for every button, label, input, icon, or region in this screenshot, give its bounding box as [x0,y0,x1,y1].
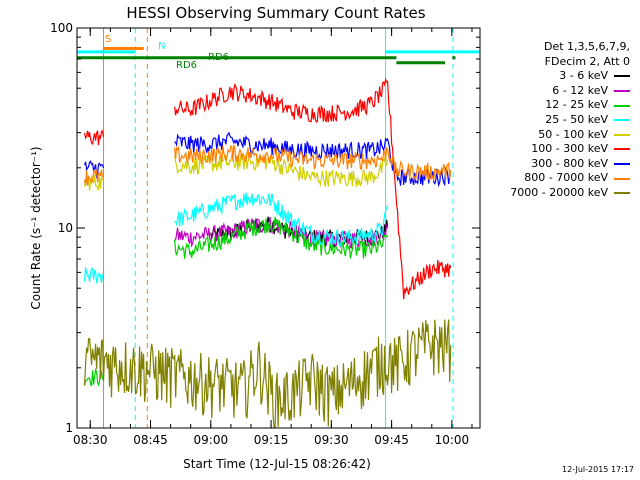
legend-swatch [614,148,630,151]
legend-item-5: 100 - 300 keV [478,142,630,157]
y-axis-label: Count Rate (s⁻¹ detector⁻¹) [29,146,43,309]
series-line-7-0 [84,169,104,186]
series-line-3-0 [84,267,104,284]
legend-swatch [614,163,630,166]
annotation-2: RD6 [176,60,197,71]
legend-swatch [614,75,630,78]
series-line-8-0 [84,319,452,428]
series-line-6-0 [84,160,105,179]
annotation-3: RD6 [208,52,229,63]
x-axis-label: Start Time (12-Jul-15 08:26:42) [183,457,371,471]
legend-label: 7000 - 20000 keV [510,185,608,199]
y-tick-label-0: 1 [65,421,73,435]
legend-swatch [614,192,630,195]
generated-timestamp: 12-Jul-2015 17:17 [561,465,634,474]
legend-item-8: 7000 - 20000 keV [478,186,630,201]
annotation-0: S [105,34,111,45]
y-tick-label-1: 10 [58,221,73,235]
legend-label: 50 - 100 keV [538,127,608,141]
series-line-7-1 [174,144,452,182]
legend-label: 300 - 800 keV [531,156,608,170]
legend-header-2: FDecim 2, Att 0 [544,54,630,68]
y-tick-label-2: 100 [50,21,73,35]
legend-header-1: Det 1,3,5,6,7,9, [543,40,630,53]
legend-label: 800 - 7000 keV [524,171,608,185]
legend-item-3: 25 - 50 keV [478,113,630,128]
legend-item-0: 3 - 6 keV [478,69,630,84]
legend-swatch [614,133,630,136]
legend-item-1: 6 - 12 keV [478,84,630,99]
x-tick-label-5: 09:45 [374,433,409,447]
plot-area: S N RD6 RD6 08:30 08:45 09:00 09:15 09:30 09:45 10… [50,21,481,447]
legend-swatch [614,104,630,107]
legend-label: 3 - 6 keV [559,69,608,83]
legend-label: 100 - 300 keV [531,142,608,156]
legend-label: 6 - 12 keV [552,83,608,97]
x-tick-label-1: 08:45 [133,433,168,447]
legend: Det 1,3,5,6,7,9, FDecim 2, Att 0 3 - 6 k… [478,40,630,201]
series-line-2-1 [174,216,389,259]
x-tick-label-4: 09:30 [314,433,349,447]
chart-title: HESSI Observing Summary Count Rates [126,4,425,22]
legend-item-4: 50 - 100 keV [478,128,630,143]
series-line-4-0 [84,174,105,191]
legend-item-2: 12 - 25 keV [478,98,630,113]
series-line-5-0 [84,129,105,146]
legend-label: 25 - 50 keV [545,112,608,126]
annotation-1: N [158,41,165,52]
legend-item-6: 300 - 800 keV [478,157,630,172]
x-tick-label-3: 09:15 [254,433,289,447]
series-line-3-1 [174,192,389,247]
legend-swatch [614,177,630,180]
legend-label: 12 - 25 keV [545,98,608,112]
x-tick-label-6: 10:00 [435,433,470,447]
series-line-5-1 [174,77,452,300]
x-tick-label-2: 09:00 [194,433,229,447]
legend-swatch [614,90,630,93]
legend-item-7: 800 - 7000 keV [478,171,630,186]
x-tick-label-0: 08:30 [73,433,108,447]
legend-swatch [614,119,630,122]
